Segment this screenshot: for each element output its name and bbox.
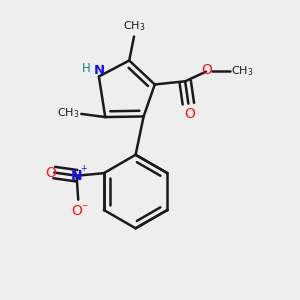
Text: O: O: [71, 203, 82, 218]
Text: CH$_3$: CH$_3$: [123, 20, 145, 33]
Text: CH$_3$: CH$_3$: [57, 106, 80, 120]
Text: $^-$: $^-$: [80, 203, 89, 214]
Text: N: N: [71, 169, 82, 183]
Text: H: H: [82, 62, 91, 75]
Text: N: N: [93, 64, 104, 77]
Text: CH$_3$: CH$_3$: [232, 64, 254, 78]
Text: O: O: [202, 63, 212, 77]
Text: O: O: [184, 107, 195, 122]
Text: $^+$: $^+$: [79, 164, 88, 174]
Text: O: O: [46, 166, 56, 179]
